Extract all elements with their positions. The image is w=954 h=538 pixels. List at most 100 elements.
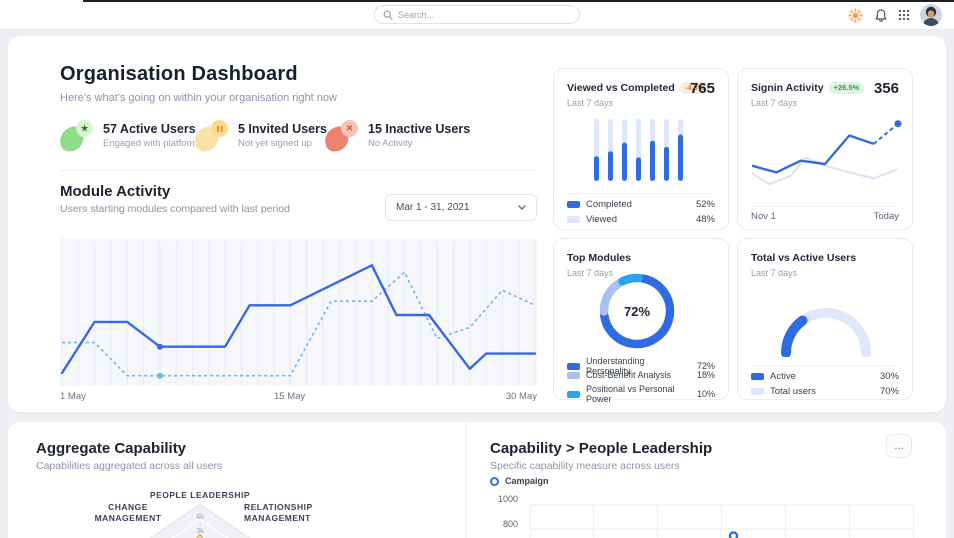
module-activity-subtitle: Users starting modules compared with las… [60,203,290,215]
aggregate-capability-subtitle: Capabilities aggregated across all users [36,460,223,472]
legend-value: 70% [879,386,899,397]
change-badge: -4.8% [679,82,710,94]
legend-swatch [567,201,580,208]
stat-label: 57 Active Users [103,122,196,136]
legend-label: Completed [586,199,632,210]
apps-menu-button[interactable] [898,9,910,21]
invited-users-icon [193,120,228,153]
legend-row: Active 30% [751,371,899,382]
stat-label: 15 Inactive Users [368,122,471,136]
date-range-value: Mar 1 - 31, 2021 [396,202,470,213]
legend-divider [751,365,899,366]
radar-axis-people-leadership: PEOPLE LEADERSHIP [149,490,251,500]
search-icon [383,10,393,20]
card-title: Signin Activity [751,82,824,94]
legend-row: Cost-Benefit Analysis 18% [567,370,715,380]
card-value: 356 [873,80,899,97]
search-bar[interactable] [374,5,580,24]
card-title: Viewed vs Completed [567,82,675,94]
legend-value: 48% [695,214,715,225]
svg-text:3k: 3k [196,526,204,535]
legend-swatch [567,371,580,379]
notifications-button[interactable] [874,8,888,23]
card-period: Last 7 days [567,98,614,108]
module-activity-chart [60,238,537,386]
card-value: 765 [689,80,715,97]
legend-value: 18% [696,370,715,380]
radar-axis-change-management: CHANGE MANAGEMENT [94,502,162,523]
svg-text:4k: 4k [196,512,204,521]
legend-row: Viewed 48% [567,214,715,225]
legend-divider [751,206,899,207]
window-top-edge [83,0,954,2]
page-title: Organisation Dashboard [60,63,298,85]
total-active-gauge-chart [780,308,871,357]
x-axis-label: Nov 1 [751,211,776,222]
card-signin-activity: Signin Activity +26.5% 356 Last 7 days N… [737,68,913,230]
legend-label: Total users [770,386,816,397]
grid-apps-icon [898,9,910,21]
card-title: Top Modules [567,252,631,264]
legend-value: 52% [695,199,715,210]
y-tick-800: 800 [502,519,518,529]
y-tick-1000: 1000 [497,494,518,504]
legend-value: 72% [696,361,715,371]
date-range-select[interactable]: Mar 1 - 31, 2021 [385,194,537,221]
legend-swatch [751,388,764,395]
legend-label: Understanding Personality [586,356,645,376]
stat-desc: Engaged with platform [103,138,198,149]
campaign-ring-icon [490,476,499,486]
aggregate-capability-title: Aggregate Capability [36,440,187,457]
bell-icon [875,8,887,22]
stat-desc: Not yet signed up [238,138,312,149]
topbar-actions [847,0,942,30]
user-avatar[interactable] [920,4,942,26]
legend-campaign[interactable]: Campaign [490,476,549,486]
capability-subtitle: Specific capability measure across users [490,460,680,472]
legend-label: Positional vs Personal Power [586,384,675,404]
pause-icon [211,120,228,137]
legend-swatch [567,390,580,398]
legend-swatch [751,373,764,380]
theme-toggle-button[interactable] [847,7,864,24]
card-period: Last 7 days [751,268,798,278]
x-axis-label: Today [873,211,899,222]
viewed-completed-bar-chart [594,119,683,181]
dashboard-main-section: Organisation Dashboard Here's what's goi… [8,36,946,412]
card-title: Total vs Active Users [751,252,857,264]
inactive-users-icon: ✕ [323,120,358,153]
legend-label: Cost-Benefit Analysis [586,370,672,380]
x-axis-label: 15 May [274,391,306,402]
legend-label: Viewed [586,214,617,225]
legend-divider [567,193,715,194]
legend-row: Positional vs Personal Power 10% [567,384,715,404]
stat-desc: No Activity [368,138,413,149]
card-period: Last 7 days [567,268,614,278]
card-viewed-vs-completed: Viewed vs Completed -4.8% 765 Last 7 day… [553,68,729,230]
topbar [0,0,954,30]
legend-swatch [567,216,580,223]
card-period: Last 7 days [751,98,798,108]
vertical-divider [466,422,467,538]
legend-value: 10% [696,389,715,399]
legend-label: Active [770,371,796,382]
star-icon: ★ [76,120,93,137]
capability-section: Aggregate Capability Capabilities aggreg… [8,422,946,538]
sun-icon [847,7,864,23]
legend-swatch [567,362,580,370]
stat-active-users: ★ 57 Active Users Engaged with platform [58,120,198,153]
stat-invited-users: 5 Invited Users Not yet signed up [193,120,327,153]
radar-axis-relationship-management: RELATIONSHIP MANAGEMENT [244,502,313,523]
more-options-button[interactable]: ... [886,434,912,458]
stat-label: 5 Invited Users [238,122,327,136]
legend-value: 30% [879,371,899,382]
search-input[interactable] [398,9,571,20]
card-top-modules: Top Modules Last 7 days 72% Understandin… [553,238,729,404]
change-badge: +26.5% [828,82,865,94]
aggregate-capability-radar-chart: 4k 3k [149,503,251,538]
page-subtitle: Here's what's going on within your organ… [60,92,337,104]
x-axis-label: 30 May [505,391,537,402]
capability-scatter-chart [530,504,914,538]
card-total-vs-active: Total vs Active Users Last 7 days Active… [737,238,913,400]
stat-inactive-users: ✕ 15 Inactive Users No Activity [323,120,471,153]
